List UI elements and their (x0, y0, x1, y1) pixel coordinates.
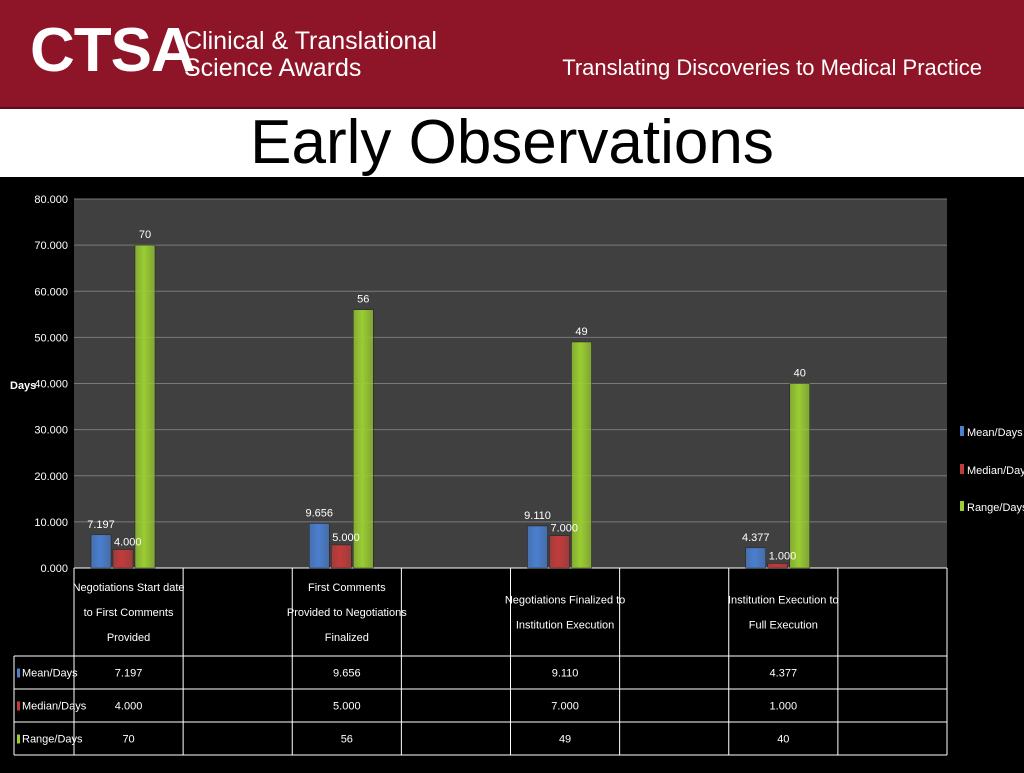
slide-title: Early Observations (250, 108, 774, 177)
header-banner: CTSA Clinical & Translational Science Aw… (0, 0, 1024, 109)
bar-median-days (112, 549, 134, 569)
table-legend-key (17, 734, 20, 744)
category-label: to First Comments (84, 607, 174, 619)
data-label: 40 (794, 368, 806, 380)
legend-entry: Median/Days (967, 465, 1024, 477)
table-cell: 9.656 (333, 668, 361, 680)
chart-area: 0.000 10.000 20.000 30.000 40.000 50.000 60.00… (0, 177, 1024, 768)
table-row-label: Mean/Days (22, 668, 78, 680)
bar-range-days (353, 309, 374, 569)
table-cell: 5.000 (333, 701, 361, 713)
table-cell: 7.000 (551, 701, 579, 713)
ctsa-logo: CTSA (30, 16, 196, 85)
bar-mean-days (309, 523, 330, 569)
data-label: 49 (575, 326, 587, 338)
category-label: First Comments (308, 582, 386, 594)
data-label: 56 (357, 294, 369, 306)
y-tick-label: 30.000 (34, 425, 68, 437)
category-label: Provided (107, 632, 150, 644)
bar-mean-days (527, 525, 548, 569)
table-cell: 1.000 (770, 701, 798, 713)
category-label: Negotiations Start date (73, 582, 185, 594)
data-label: 7.000 (551, 523, 579, 535)
table-cell: 4.000 (115, 701, 143, 713)
table-legend-key (17, 668, 20, 678)
data-label: 7.197 (87, 519, 115, 531)
logo-subtitle-line2: Science Awards (184, 54, 362, 82)
table-cell: 9.110 (552, 668, 579, 680)
header-tagline: Translating Discoveries to Medical Pract… (562, 55, 982, 80)
table-cell: 40 (777, 734, 789, 746)
category-label: Finalized (325, 632, 369, 644)
bar-mean-days (90, 534, 112, 569)
y-tick-label: 80.000 (34, 194, 68, 206)
data-label: 4.377 (742, 532, 770, 544)
legend-entry: Range/Days (967, 502, 1024, 514)
bar-median-days (549, 535, 570, 569)
y-tick-label: 50.000 (34, 332, 68, 344)
data-label: 5.000 (332, 532, 360, 544)
table-cell: 56 (341, 734, 353, 746)
data-label: 9.110 (524, 510, 551, 522)
data-label: 9.656 (305, 507, 333, 519)
category-label: Provided to Negotiations (287, 607, 407, 619)
table-row-label: Range/Days (22, 734, 83, 746)
y-tick-label: 60.000 (34, 286, 68, 298)
data-label: 4.000 (114, 537, 142, 549)
data-label: 1.000 (769, 550, 797, 562)
category-label: Institution Execution (516, 620, 614, 632)
table-cell: 49 (559, 734, 571, 746)
bar-median-days (331, 544, 352, 569)
y-tick-label: 10.000 (34, 517, 68, 529)
table-cell: 4.377 (770, 668, 798, 680)
logo-subtitle-line1: Clinical & Translational (184, 27, 437, 55)
bar-range-days (134, 244, 156, 569)
y-tick-label: 40.000 (34, 379, 68, 391)
bar-range-days (789, 383, 810, 569)
y-axis-label: Days (10, 380, 36, 392)
legend-swatch (960, 464, 964, 474)
bar-median-days (767, 563, 788, 569)
category-label: Negotiations Finalized to (505, 595, 625, 607)
bar-mean-days (745, 547, 766, 569)
table-cell: 7.197 (115, 668, 143, 680)
table-row-label: Median/Days (22, 701, 87, 713)
y-tick-label: 0.000 (40, 563, 68, 575)
bar-chart: 0.000 10.000 20.000 30.000 40.000 50.000 60.00… (10, 194, 1024, 756)
table-legend-key (17, 701, 20, 711)
table-cell: 70 (122, 734, 134, 746)
data-label: 70 (139, 229, 151, 241)
legend-entry: Mean/Days (967, 427, 1023, 439)
legend-swatch (960, 426, 964, 436)
bar-range-days (571, 341, 592, 569)
category-label: Institution Execution to (728, 595, 839, 607)
title-band: Early Observations (0, 109, 1024, 177)
legend-swatch (960, 501, 964, 511)
y-tick-label: 70.000 (34, 240, 68, 252)
category-label: Full Execution (749, 620, 818, 632)
y-tick-label: 20.000 (34, 471, 68, 483)
